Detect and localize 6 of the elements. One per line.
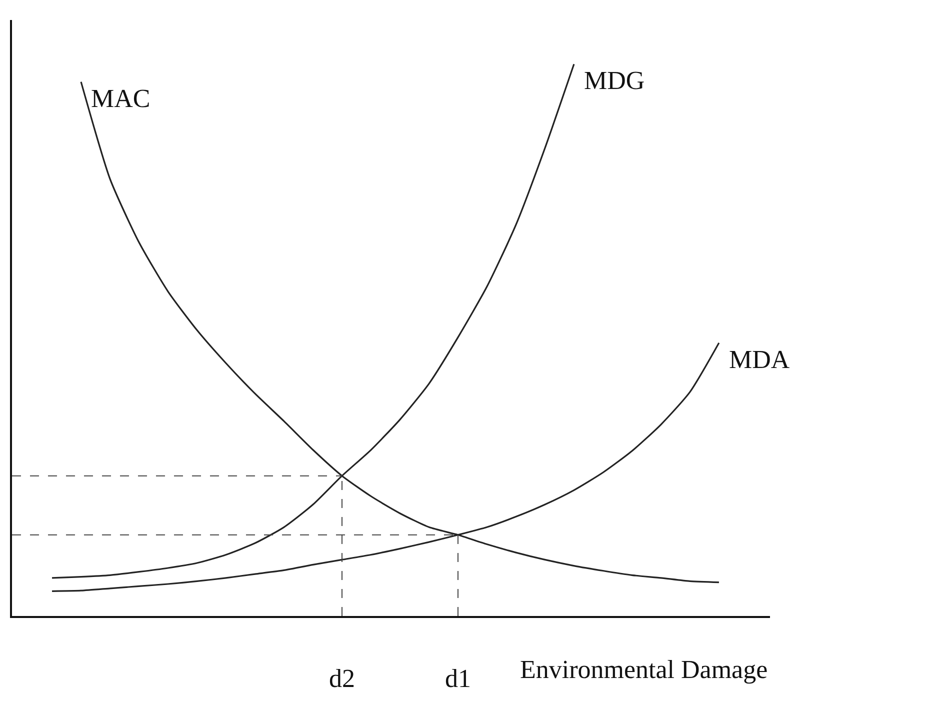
x-axis-title: Environmental Damage [520,655,768,684]
x-tick-label: d2 [328,664,355,693]
series-label: MDA [729,345,790,374]
series-label: MDG [584,66,645,95]
x-tick-label: d1 [444,664,471,693]
series-label: MAC [91,84,150,113]
